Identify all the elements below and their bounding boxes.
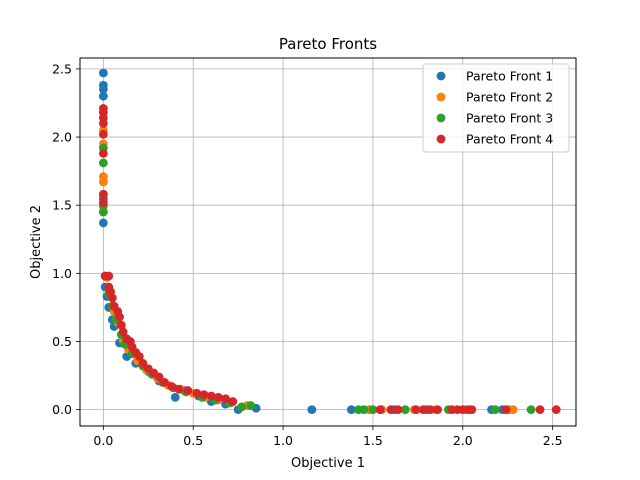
data-point <box>433 405 443 415</box>
legend-box <box>422 63 570 153</box>
data-point <box>246 401 256 410</box>
data-point <box>375 405 385 415</box>
data-point <box>118 327 128 337</box>
data-point <box>98 177 108 187</box>
x-tick-label: 1.0 <box>273 433 293 448</box>
y-axis-ticks: 0.0 0.5 1.0 1.5 2.0 2.5 <box>52 61 80 417</box>
data-point <box>98 119 108 128</box>
data-point <box>501 405 511 415</box>
data-point <box>138 358 148 368</box>
plot-area-frame <box>79 57 577 427</box>
legend-marker <box>436 113 446 123</box>
legend-marker <box>436 71 446 81</box>
data-point <box>535 405 545 415</box>
chart-title: Pareto Fronts <box>279 35 377 53</box>
data-point <box>98 189 108 199</box>
x-tick-label: 1.5 <box>363 433 383 448</box>
data-point <box>213 392 223 402</box>
data-point <box>98 68 108 78</box>
y-tick-label: 0.0 <box>52 402 72 417</box>
data-point <box>104 271 114 281</box>
data-point <box>393 405 403 415</box>
data-point <box>346 405 356 415</box>
data-point <box>237 402 247 412</box>
data-point <box>98 84 108 94</box>
data-point <box>490 405 500 415</box>
data-point <box>115 312 124 322</box>
y-tick-label: 1.5 <box>52 198 72 213</box>
data-point <box>98 91 108 101</box>
series-4 <box>98 104 561 415</box>
data-point <box>411 405 421 415</box>
data-point <box>221 394 230 404</box>
data-point <box>307 405 317 415</box>
data-point <box>98 129 108 139</box>
y-tick-label: 1.0 <box>52 266 72 281</box>
data-point <box>116 320 126 330</box>
data-point <box>98 218 108 228</box>
data-point <box>551 405 561 415</box>
data-point <box>98 207 108 217</box>
x-axis-label: Objective 1 <box>291 456 365 471</box>
legend-marker <box>436 92 446 102</box>
legend-label: Pareto Front 2 <box>466 90 553 105</box>
y-tick-label: 0.5 <box>52 334 72 349</box>
data-point <box>174 384 184 394</box>
data-point <box>508 405 518 415</box>
data-point <box>107 293 117 303</box>
data-point <box>426 405 435 415</box>
y-tick-label: 2.5 <box>52 61 72 76</box>
legend-label: Pareto Front 3 <box>466 111 553 126</box>
data-point <box>192 388 202 398</box>
x-tick-label: 0.5 <box>183 433 203 448</box>
data-point <box>359 405 369 415</box>
data-point <box>206 391 216 401</box>
x-tick-label: 2.5 <box>543 433 563 448</box>
x-axis-ticks: 0.0 0.5 1.0 1.5 2.0 2.5 <box>93 426 563 448</box>
data-point <box>167 382 177 391</box>
data-point <box>160 377 169 387</box>
legend-label: Pareto Front 4 <box>466 132 553 147</box>
data-point <box>526 405 536 415</box>
x-tick-label: 2.0 <box>453 433 473 448</box>
data-point <box>170 392 180 402</box>
data-point <box>154 372 164 382</box>
data-point <box>98 198 108 207</box>
y-tick-label: 2.0 <box>52 130 72 145</box>
data-point <box>400 405 410 415</box>
data-point <box>386 405 396 415</box>
data-point <box>183 386 193 395</box>
x-tick-label: 0.0 <box>93 433 113 448</box>
legend: Pareto Front 1 Pareto Front 2 Pareto Front… <box>422 63 570 153</box>
data-point <box>134 352 144 361</box>
data-point <box>98 149 108 158</box>
y-axis-label: Objective 2 <box>29 205 44 279</box>
data-point <box>368 405 378 415</box>
data-point <box>467 405 477 415</box>
legend-label: Pareto Front 1 <box>466 69 553 84</box>
legend-marker <box>436 134 446 144</box>
data-point <box>199 390 209 400</box>
data-point <box>98 158 108 168</box>
data-point <box>228 397 238 406</box>
data-points <box>98 68 561 415</box>
data-point <box>418 405 428 415</box>
